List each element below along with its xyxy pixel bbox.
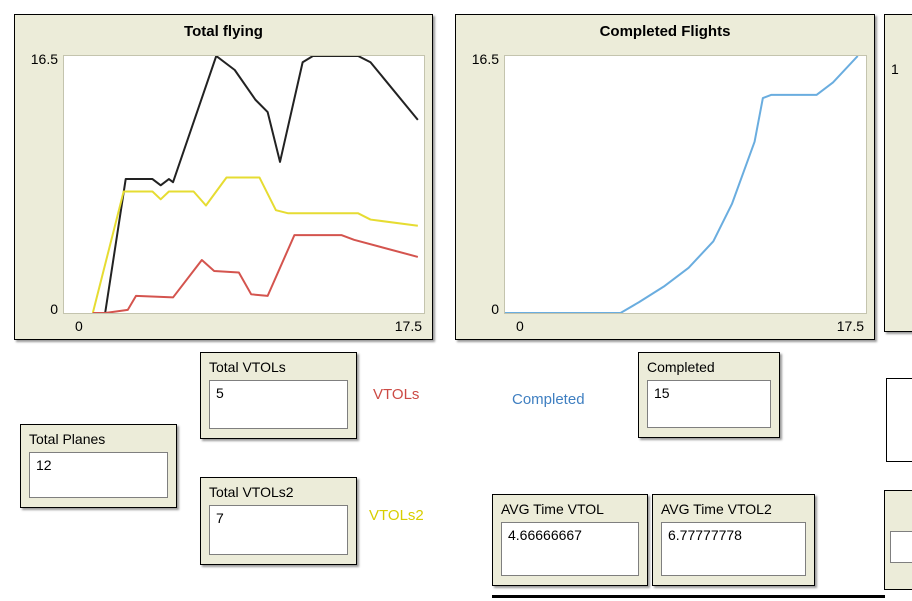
monitor-label: Total VTOLs: [209, 359, 286, 375]
monitor-value: 7: [209, 505, 348, 555]
y-axis-labels: 16.5 0: [15, 51, 63, 317]
y-max-tick: 16.5: [471, 51, 499, 67]
y-max-tick: 16.5: [30, 51, 58, 67]
partial-plot-panel: 1: [884, 14, 912, 332]
plot-body: 16.5 0: [456, 51, 874, 317]
vtols-series-label: VTOLs: [373, 386, 420, 403]
monitor-value: 5: [209, 380, 348, 429]
plot-panel-total-flying: Total flying 16.5 0 0 17.5: [14, 14, 433, 340]
plot-title-total-flying: Total flying: [184, 23, 263, 40]
y-min-tick: 0: [491, 301, 499, 317]
monitor-label: Total VTOLs2: [209, 484, 294, 500]
total-flying-line-chart: [64, 56, 424, 313]
y-axis-labels: 16.5 0: [456, 51, 504, 317]
monitor-total-planes: Total Planes 12: [20, 424, 177, 508]
monitor-label: Total Planes: [29, 431, 106, 447]
x-max-tick: 17.5: [394, 317, 422, 334]
monitor-value: 6.77777778: [661, 522, 806, 576]
completed-series-label: Completed: [512, 391, 585, 408]
partial-y-max-tick: 1: [891, 61, 899, 77]
x-min-tick: 0: [516, 317, 524, 334]
partial-monitor-right: [886, 378, 912, 462]
plot-title-completed-flights: Completed Flights: [599, 23, 731, 40]
monitor-label: Completed: [647, 359, 715, 375]
monitor-value: 4.66666667: [501, 522, 639, 576]
x-max-tick: 17.5: [836, 317, 864, 334]
plot-body: 16.5 0: [15, 51, 432, 317]
monitor-total-vtols: Total VTOLs 5: [200, 352, 357, 439]
plot-panel-completed-flights: Completed Flights 16.5 0 0 17.5: [455, 14, 875, 340]
plot-area: [63, 55, 425, 314]
vtols2-series-label: VTOLs2: [369, 507, 424, 524]
partial-widget-edge: [492, 595, 885, 598]
x-min-tick: 0: [75, 317, 83, 334]
completed-flights-line-chart: [505, 56, 866, 313]
monitor-label: AVG Time VTOL2: [661, 501, 772, 517]
x-axis-labels: 0 17.5: [456, 314, 874, 339]
x-axis-labels: 0 17.5: [15, 314, 432, 339]
monitor-total-vtols2: Total VTOLs2 7: [200, 477, 357, 565]
y-min-tick: 0: [50, 301, 58, 317]
monitor-completed: Completed 15: [638, 352, 780, 438]
monitor-avg-time-vtol2: AVG Time VTOL2 6.77777778: [652, 494, 815, 586]
partial-panel-bottom-right: [884, 490, 912, 590]
monitor-value: 15: [647, 380, 771, 428]
monitor-label: AVG Time VTOL: [501, 501, 604, 517]
plot-area: [504, 55, 867, 314]
monitor-avg-time-vtol: AVG Time VTOL 4.66666667: [492, 494, 648, 586]
monitor-value: 12: [29, 452, 168, 498]
partial-monitor-value: [890, 531, 912, 563]
